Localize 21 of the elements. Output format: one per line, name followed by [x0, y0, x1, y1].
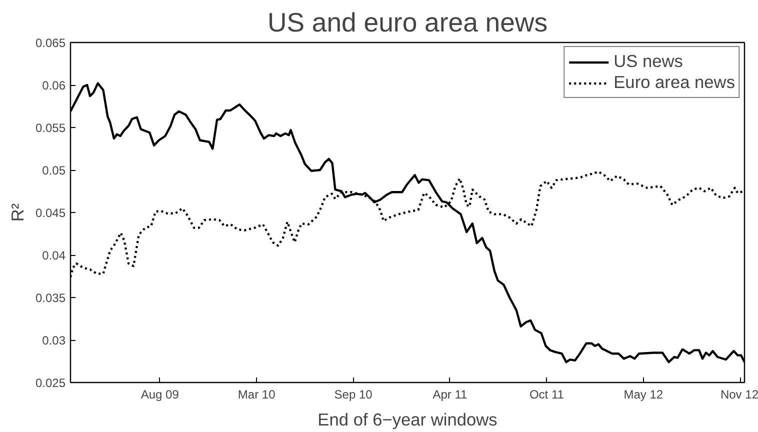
- legend-label: US news: [614, 51, 683, 72]
- y-tick-label: 0.045: [35, 206, 66, 220]
- x-axis-title: End of 6−year windows: [318, 410, 498, 430]
- y-tick-label: 0.03: [42, 334, 66, 348]
- y-tick-label: 0.025: [35, 376, 66, 390]
- x-tick-label: Nov 12: [720, 388, 758, 402]
- y-tick-label: 0.05: [42, 164, 66, 178]
- x-tick-label: Oct 11: [529, 388, 564, 402]
- y-tick-label: 0.035: [35, 291, 66, 305]
- x-tick-label: Aug 09: [140, 388, 180, 402]
- y-axis-title: R²: [7, 203, 28, 222]
- x-tick-label: Mar 10: [238, 388, 276, 402]
- y-tick-label: 0.06: [42, 78, 66, 92]
- y-tick-label: 0.055: [35, 121, 66, 135]
- legend-label: Euro area news: [614, 72, 735, 93]
- y-tick-label: 0.065: [35, 36, 66, 50]
- y-tick-label: 0.04: [42, 248, 66, 262]
- x-tick-label: Sep 10: [334, 388, 373, 402]
- chart-title: US and euro area news: [267, 8, 548, 38]
- x-tick-label: May 12: [624, 388, 664, 402]
- x-tick-label: Apr 11: [432, 388, 468, 402]
